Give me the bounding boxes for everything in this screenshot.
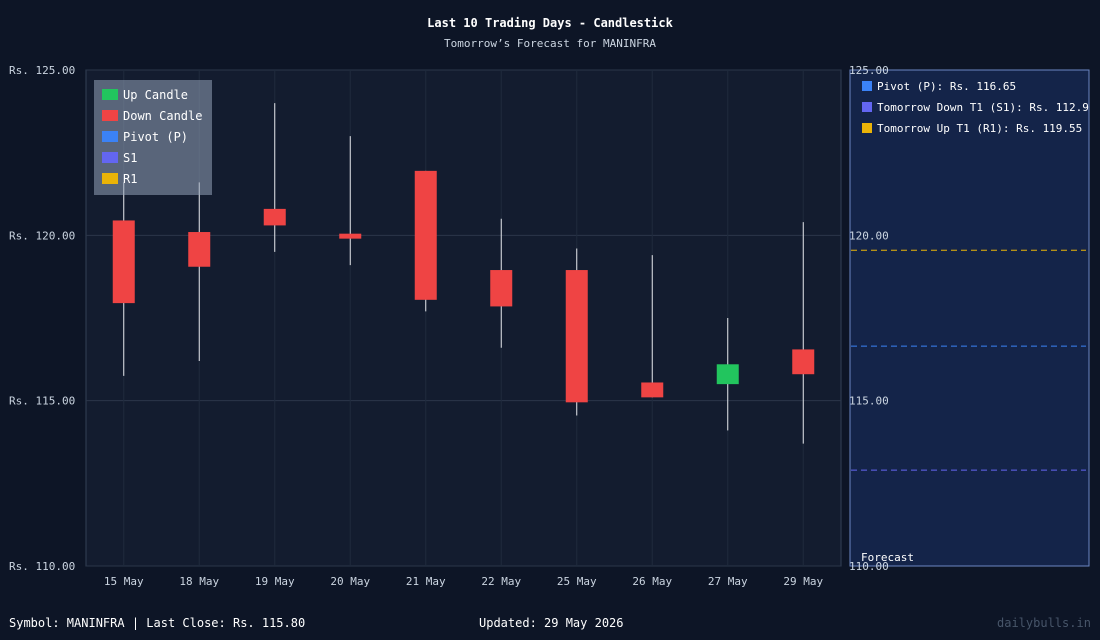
forecast-y-tick-label: 120.00 [849, 229, 889, 242]
x-tick-label: 27 May [708, 575, 748, 588]
legend-item-r1: R1 [102, 172, 137, 186]
forecast-y-tick-label: 125.00 [849, 64, 889, 77]
legend-swatch-up [102, 89, 118, 100]
x-tick-label: 29 May [783, 575, 823, 588]
x-tick-label: 15 May [104, 575, 144, 588]
up-candle-body [716, 364, 739, 385]
legend-label-s1: S1 [123, 151, 138, 165]
legend-label-r1: R1 [123, 172, 138, 186]
y-tick-label: Rs. 120.00 [9, 229, 75, 242]
forecast-pivot-swatch [862, 81, 872, 91]
legend-item-down: Down Candle [102, 109, 202, 123]
forecast-pivot-label: Pivot (P): Rs. 116.65 [877, 80, 1017, 93]
x-tick-label: 19 May [255, 575, 295, 588]
y-tick-label: Rs. 110.00 [9, 560, 75, 573]
legend-label-up: Up Candle [123, 88, 189, 102]
forecast-label: Forecast [861, 551, 914, 564]
legend-label-down: Down Candle [123, 109, 203, 123]
footer-updated: Updated: 29 May 2026 [479, 616, 624, 630]
down-candle-body [263, 208, 286, 226]
forecast-s1-item: Tomorrow Down T1 (S1): Rs. 112.9 [862, 101, 1094, 114]
x-tick-label: 21 May [406, 575, 446, 588]
legend-label-pivot: Pivot (P) [123, 130, 189, 144]
forecast-r1-label: Tomorrow Up T1 (R1): Rs. 119.55 [877, 122, 1083, 135]
forecast-panel [849, 69, 1090, 567]
x-tick-label: 18 May [179, 575, 219, 588]
chart-subtitle: Tomorrow’s Forecast for MANINFRA [444, 37, 656, 50]
forecast-y-tick-label: 115.00 [849, 395, 889, 408]
down-candle-body [339, 233, 362, 239]
x-tick-label: 26 May [632, 575, 672, 588]
down-candle-body [565, 270, 588, 403]
legend-item-up: Up Candle [102, 88, 188, 102]
down-candle-body [490, 270, 513, 307]
forecast-r1-item: Tomorrow Up T1 (R1): Rs. 119.55 [862, 122, 1094, 135]
down-candle-body [188, 232, 211, 267]
forecast-pivot-item: Pivot (P): Rs. 116.65 [862, 80, 1094, 93]
down-candle-body [641, 382, 664, 398]
x-tick-label: 25 May [557, 575, 597, 588]
y-tick-label: Rs. 125.00 [9, 64, 75, 77]
legend-swatch-down [102, 110, 118, 121]
down-candle-body [414, 170, 437, 300]
forecast-y-tick-label: 110.00 [849, 560, 889, 573]
down-candle-body [792, 349, 815, 375]
forecast-s1-swatch [862, 102, 872, 112]
chart-title: Last 10 Trading Days - Candlestick [427, 16, 673, 30]
chart-legend: Up Candle Down Candle Pivot (P) S1 R1 [94, 80, 212, 195]
forecast-s1-label: Tomorrow Down T1 (S1): Rs. 112.9 [877, 101, 1089, 114]
footer-brand: dailybulls.in [997, 616, 1091, 630]
footer-symbol: Symbol: MANINFRA | Last Close: Rs. 115.8… [9, 616, 306, 630]
y-tick-label: Rs. 115.00 [9, 395, 75, 408]
legend-item-s1: S1 [102, 151, 137, 165]
legend-swatch-s1 [102, 152, 118, 163]
legend-swatch-r1 [102, 173, 118, 184]
down-candle-body [112, 220, 135, 304]
x-tick-label: 22 May [481, 575, 521, 588]
legend-swatch-pivot [102, 131, 118, 142]
legend-item-pivot: Pivot (P) [102, 130, 188, 144]
forecast-r1-swatch [862, 123, 872, 133]
x-tick-label: 20 May [330, 575, 370, 588]
